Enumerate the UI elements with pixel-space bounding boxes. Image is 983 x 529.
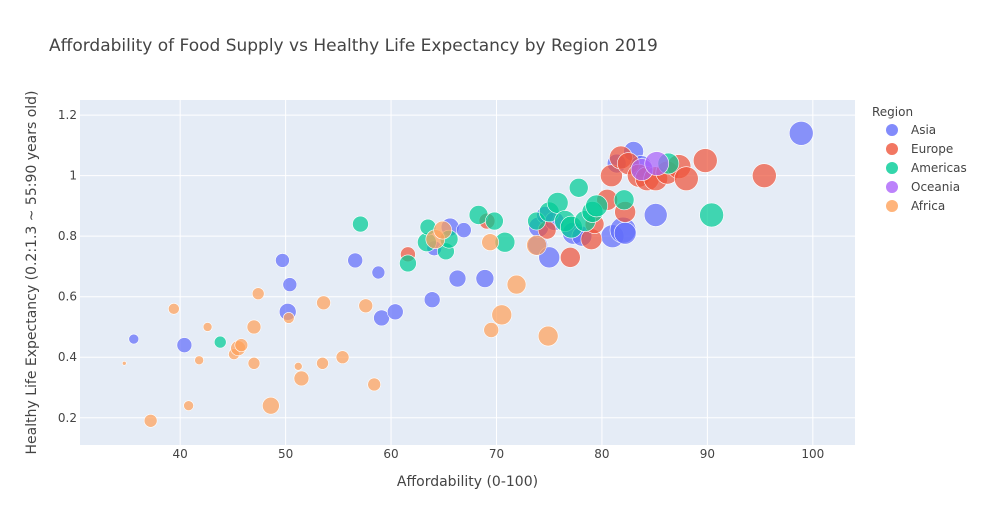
data-point-africa[interactable] — [262, 396, 280, 415]
legend-label: Europe — [911, 142, 953, 156]
legend-label: Africa — [911, 199, 945, 213]
series-americas — [213, 152, 724, 349]
data-point-africa[interactable] — [282, 312, 295, 324]
x-axis-label: Affordability (0-100) — [397, 474, 538, 490]
legend-marker — [886, 143, 898, 155]
data-point-africa[interactable] — [483, 322, 500, 338]
data-point-africa[interactable] — [183, 400, 194, 411]
data-point-asia[interactable] — [347, 252, 364, 269]
data-point-africa[interactable] — [293, 362, 303, 371]
data-point-asia[interactable] — [128, 333, 140, 345]
x-tick-label: 70 — [489, 447, 504, 461]
legend-marker — [886, 124, 898, 136]
legend-item-oceania[interactable]: Oceania — [886, 180, 960, 194]
legend-marker — [886, 181, 898, 193]
data-point-africa[interactable] — [491, 304, 513, 326]
data-point-europe[interactable] — [752, 163, 777, 188]
x-tick-label: 90 — [700, 447, 715, 461]
data-point-asia[interactable] — [456, 222, 472, 238]
data-point-asia[interactable] — [423, 291, 441, 309]
y-tick-label: 0.2 — [58, 411, 77, 425]
legend-title: Region — [872, 105, 913, 119]
data-point-asia[interactable] — [613, 221, 637, 245]
data-point-africa[interactable] — [246, 319, 262, 335]
series-africa — [121, 220, 559, 428]
data-point-americas[interactable] — [485, 211, 504, 231]
data-point-asia[interactable] — [371, 265, 386, 280]
chart-title: Affordability of Food Supply vs Healthy … — [49, 36, 658, 56]
x-tick-label: 40 — [173, 447, 188, 461]
data-point-africa[interactable] — [526, 234, 547, 256]
data-point-africa[interactable] — [358, 298, 374, 314]
data-point-americas[interactable] — [399, 254, 417, 273]
data-point-asia[interactable] — [176, 337, 193, 353]
series-oceania — [630, 151, 670, 181]
data-point-africa[interactable] — [537, 325, 559, 347]
data-point-americas[interactable] — [699, 202, 724, 228]
plot-area — [80, 100, 855, 445]
data-point-asia[interactable] — [373, 309, 390, 327]
data-point-asia[interactable] — [275, 253, 290, 268]
legend-label: Americas — [911, 161, 967, 175]
data-point-africa[interactable] — [143, 413, 158, 428]
x-tick-label: 60 — [383, 447, 398, 461]
data-point-americas[interactable] — [585, 194, 608, 218]
data-point-africa[interactable] — [251, 287, 265, 300]
data-point-americas[interactable] — [568, 177, 589, 198]
data-point-africa[interactable] — [202, 322, 213, 332]
data-point-africa[interactable] — [316, 356, 329, 370]
axis-ticks: 40 50 60 70 80 90 100 0.2 0.4 0.6 0.8 1 1.2 — [58, 108, 824, 461]
data-point-asia[interactable] — [788, 120, 814, 146]
y-tick-label: 0.6 — [58, 290, 77, 304]
data-point-africa[interactable] — [293, 370, 310, 387]
x-tick-label: 80 — [594, 447, 609, 461]
data-point-africa[interactable] — [506, 274, 527, 295]
data-point-asia[interactable] — [386, 303, 404, 321]
y-tick-label: 0.8 — [58, 229, 77, 243]
data-point-africa[interactable] — [481, 233, 499, 252]
data-point-africa[interactable] — [168, 303, 180, 315]
data-point-asia[interactable] — [643, 203, 668, 227]
data-point-asia[interactable] — [448, 269, 467, 288]
legend-item-asia[interactable]: Asia — [886, 123, 936, 137]
legend-marker — [886, 200, 898, 212]
data-point-africa[interactable] — [121, 360, 127, 366]
data-point-africa[interactable] — [316, 295, 331, 311]
data-point-americas[interactable] — [213, 335, 227, 349]
data-point-africa[interactable] — [194, 355, 204, 366]
data-point-europe[interactable] — [692, 148, 718, 173]
legend-item-europe[interactable]: Europe — [886, 142, 953, 156]
legend-item-africa[interactable]: Africa — [886, 199, 945, 213]
data-point-africa[interactable] — [433, 220, 453, 240]
legend-marker — [886, 162, 898, 174]
data-point-oceania[interactable] — [644, 151, 670, 176]
data-point-europe[interactable] — [600, 164, 623, 187]
legend-item-americas[interactable]: Americas — [886, 161, 967, 175]
data-point-europe[interactable] — [673, 166, 699, 191]
y-tick-label: 1 — [69, 169, 77, 183]
y-axis-label: Healthy Life Expectancy (0.2:1.3 ~ 55:90… — [24, 90, 40, 454]
x-tick-label: 50 — [278, 447, 293, 461]
data-point-americas[interactable] — [613, 189, 635, 211]
data-point-africa[interactable] — [247, 356, 261, 370]
legend-label: Asia — [911, 123, 936, 137]
data-point-asia[interactable] — [475, 269, 495, 288]
data-point-americas[interactable] — [352, 215, 369, 233]
data-point-africa[interactable] — [335, 350, 350, 365]
data-points[interactable] — [121, 120, 814, 428]
y-tick-label: 0.4 — [58, 350, 77, 364]
data-point-africa[interactable] — [367, 377, 381, 392]
data-point-asia[interactable] — [282, 277, 298, 292]
x-tick-label: 100 — [801, 447, 824, 461]
y-tick-label: 1.2 — [58, 108, 77, 122]
data-point-europe[interactable] — [560, 247, 581, 268]
data-point-americas[interactable] — [546, 192, 569, 214]
data-point-africa[interactable] — [234, 338, 249, 352]
legend-label: Oceania — [911, 180, 960, 194]
legend: Region Asia Europe Americas Oceania Africa — [872, 105, 967, 213]
